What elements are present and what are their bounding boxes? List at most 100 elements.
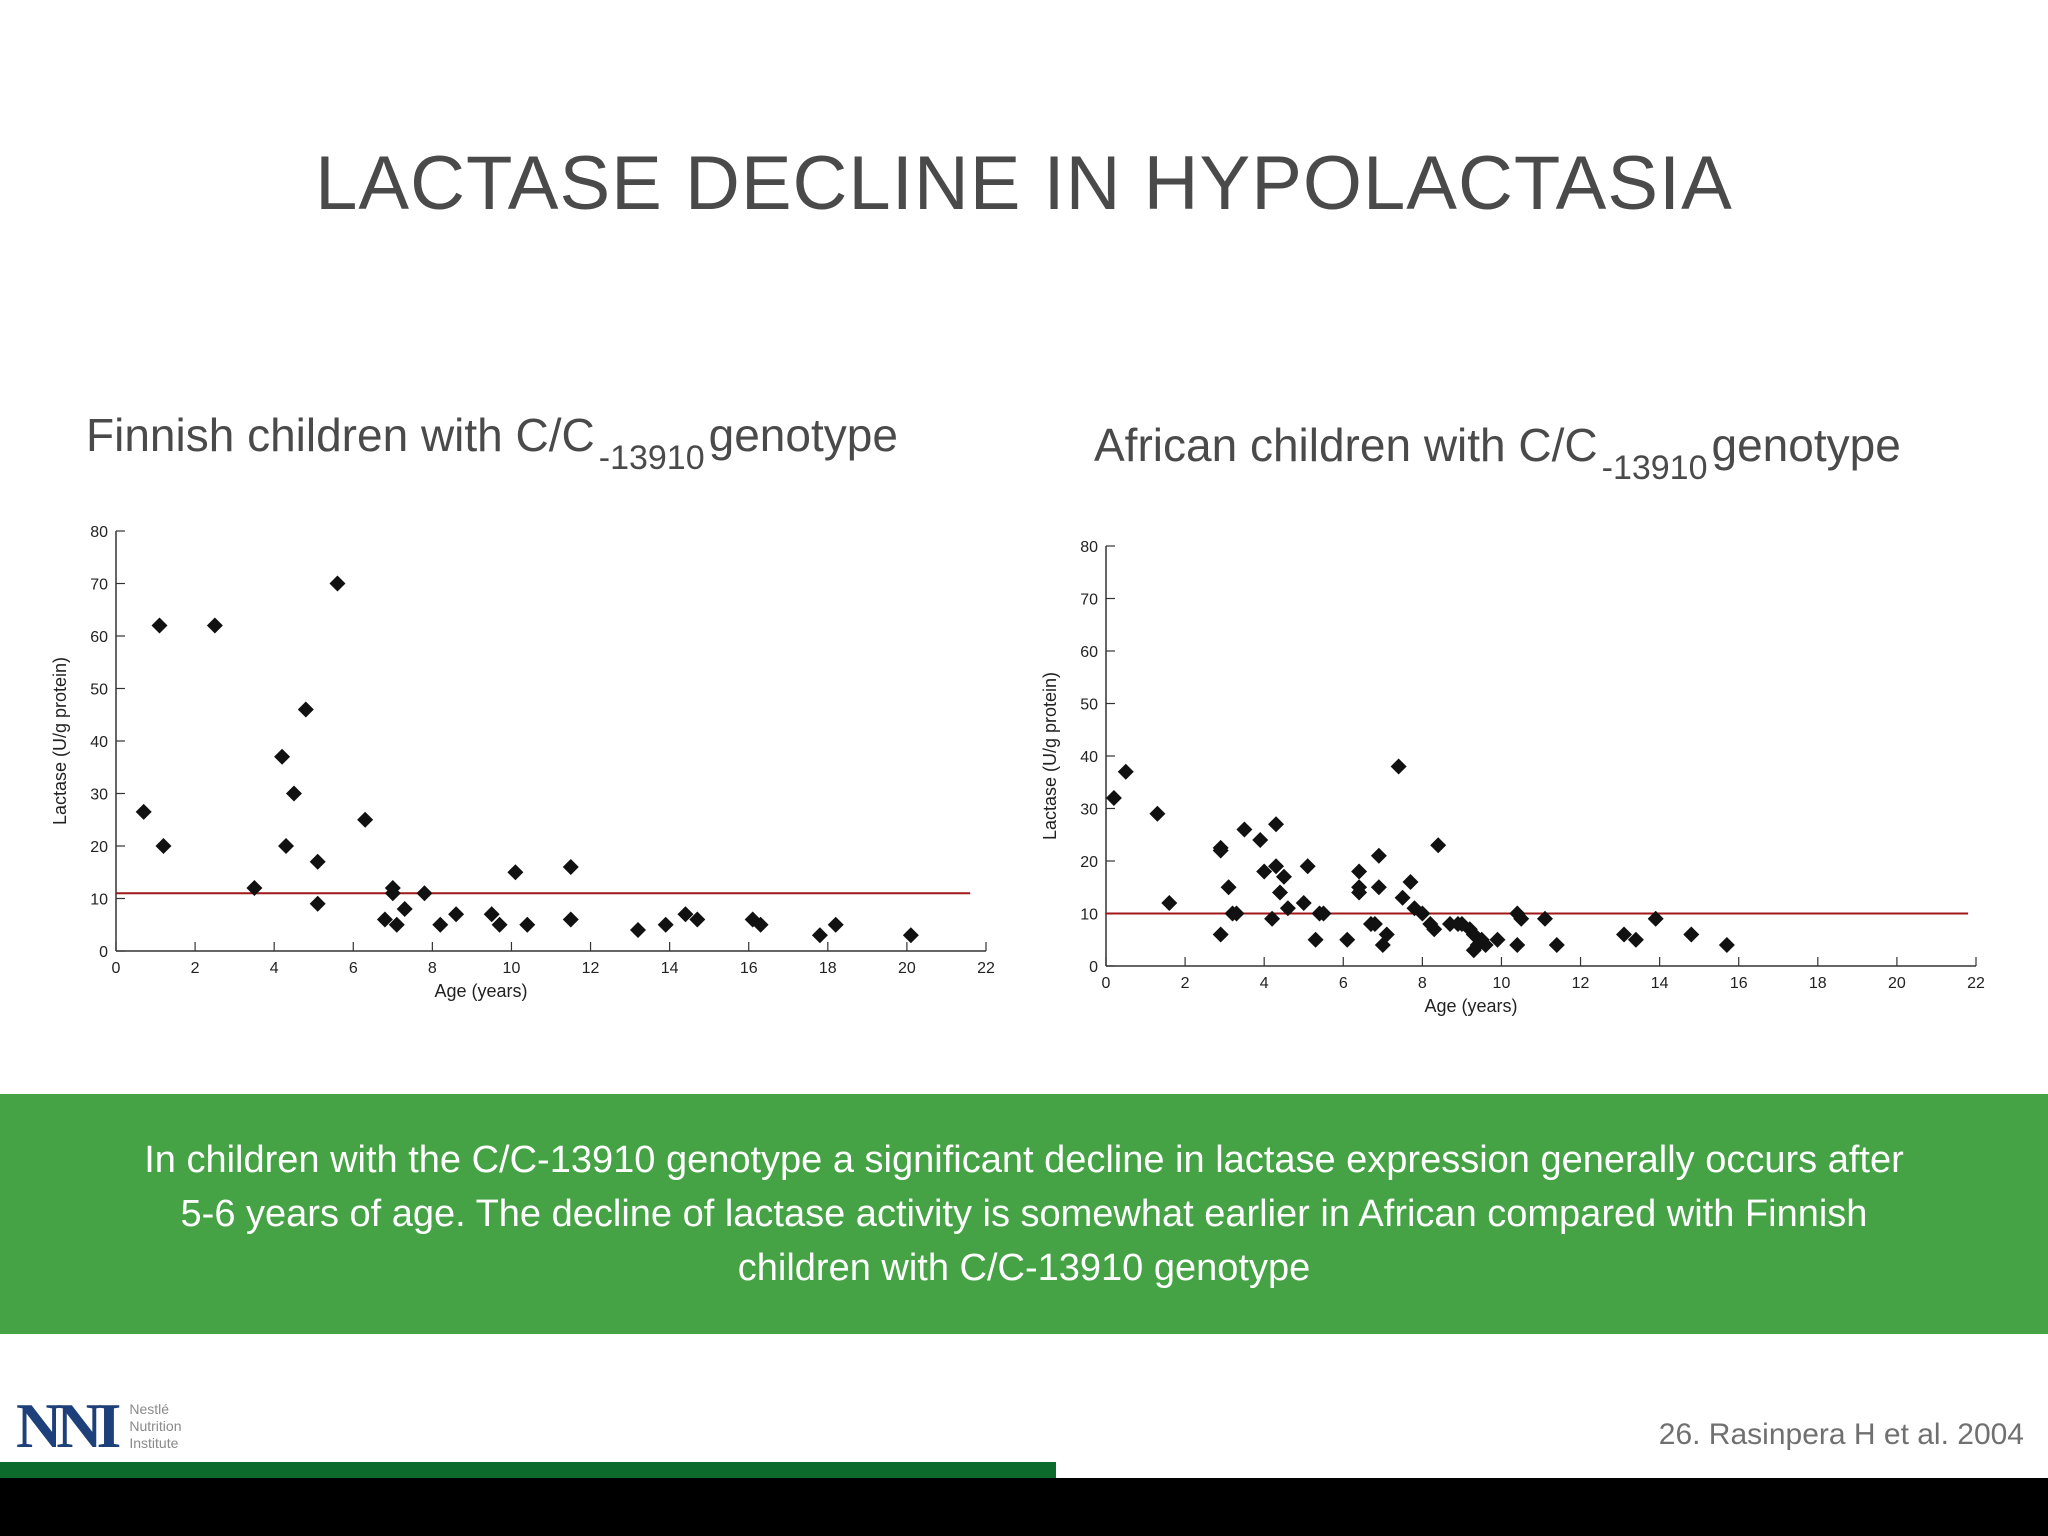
x-tick-label: 0 <box>1102 975 1111 992</box>
footer-green-bar <box>0 1462 1056 1482</box>
x-tick-label: 6 <box>1339 975 1348 992</box>
data-point <box>1366 916 1383 932</box>
data-point <box>1616 926 1633 943</box>
data-point <box>1351 884 1368 901</box>
data-point <box>1402 874 1419 890</box>
x-tick-label: 20 <box>898 960 916 977</box>
data-point <box>1513 910 1530 927</box>
x-tick-label: 14 <box>661 960 679 977</box>
data-point <box>752 916 769 933</box>
subtitle-suffix: genotype <box>708 409 898 461</box>
data-point <box>309 895 326 912</box>
x-tick-label: 12 <box>1572 975 1590 992</box>
data-point <box>562 859 579 875</box>
chart-subtitle-african: African children with C/C -13910genotype <box>1094 418 1901 487</box>
data-point <box>1268 816 1285 833</box>
data-point <box>432 916 449 933</box>
x-tick-label: 18 <box>1809 975 1827 992</box>
data-point <box>1683 926 1700 943</box>
y-tick-label: 0 <box>99 944 108 961</box>
data-point <box>1370 847 1387 864</box>
scatter-chart-african: 0 10 20 30 40 50 60 70 80 0 2 4 6 8 10 12 14 16 18 20 22 Age … <box>1040 539 1985 1016</box>
data-point <box>1394 889 1411 906</box>
data-point <box>274 748 291 765</box>
data-point <box>1477 937 1494 953</box>
data-point <box>1536 910 1553 927</box>
data-point <box>1256 863 1273 880</box>
data-point <box>1339 931 1356 948</box>
y-axis-title: Lactase (U/g protein) <box>50 657 70 825</box>
data-point <box>811 927 828 944</box>
summary-banner: In children with the C/C-13910 genotype … <box>0 1094 2048 1334</box>
y-tick-label: 10 <box>90 892 108 909</box>
data-point <box>416 885 433 902</box>
data-point <box>677 906 694 923</box>
slide-title: LACTASE DECLINE IN HYPOLACTASIA <box>315 141 1733 226</box>
data-point <box>396 901 413 917</box>
data-point <box>1105 790 1122 806</box>
y-tick-label: 50 <box>1080 697 1098 714</box>
x-tick-label: 2 <box>191 960 200 977</box>
y-tick-label: 60 <box>1080 644 1098 661</box>
data-point <box>827 916 844 933</box>
data-point <box>357 811 374 828</box>
nni-logo: NNI Nestlé Nutrition Institute <box>16 1394 181 1458</box>
data-point <box>1390 758 1407 775</box>
x-tick-label: 22 <box>977 960 995 977</box>
subtitle-main-text: Finnish children with C/C <box>86 409 595 461</box>
y-tick-label: 10 <box>1080 907 1098 924</box>
data-point <box>1473 931 1490 948</box>
y-tick-label: 30 <box>1080 802 1098 819</box>
data-point <box>1414 905 1431 922</box>
data-point <box>309 853 326 870</box>
data-point <box>630 922 646 938</box>
data-point <box>388 916 405 933</box>
y-tick-label: 80 <box>1080 539 1098 556</box>
subtitle-suffix: genotype <box>1711 419 1901 471</box>
data-point <box>491 916 508 933</box>
logo-mark: NNI <box>16 1390 121 1461</box>
scatter-chart-finnish: 0 10 20 30 40 50 60 70 80 0 2 4 6 8 10 12 14 16 18 20 22 Age … <box>50 524 995 1001</box>
data-point <box>1275 868 1292 885</box>
data-point <box>657 916 674 933</box>
logo-line-2: Nutrition <box>129 1417 182 1434</box>
x-tick-label: 18 <box>819 960 837 977</box>
data-point <box>1264 910 1281 927</box>
data-point <box>1647 910 1664 927</box>
y-tick-label: 70 <box>90 577 108 594</box>
subtitle-subscript: -13910 <box>1601 449 1708 487</box>
chart-subtitle-finnish: Finnish children with C/C -13910genotype <box>86 408 898 477</box>
citation: 26. Rasinpera H et al. 2004 <box>1658 1418 2024 1451</box>
data-point <box>1228 905 1245 922</box>
subtitle-subscript: -13910 <box>598 439 705 477</box>
y-tick-label: 30 <box>90 787 108 804</box>
x-tick-label: 8 <box>428 960 437 977</box>
x-tick-label: 2 <box>1181 975 1190 992</box>
x-axis-title: Age (years) <box>1424 996 1517 1016</box>
data-point <box>1279 900 1296 917</box>
data-point <box>562 911 579 928</box>
data-point <box>1299 858 1316 875</box>
y-tick-label: 0 <box>1089 959 1098 976</box>
data-point <box>1212 926 1229 943</box>
y-tick-label: 40 <box>1080 749 1098 766</box>
x-tick-label: 22 <box>1967 975 1985 992</box>
summary-text: In children with the C/C-13910 genotype … <box>144 1139 1904 1289</box>
data-point <box>1220 879 1237 896</box>
y-tick-label: 20 <box>1080 854 1098 871</box>
x-tick-label: 14 <box>1651 975 1669 992</box>
data-point <box>1378 926 1395 943</box>
data-point <box>1307 931 1324 948</box>
data-point <box>246 880 263 896</box>
x-tick-label: 6 <box>349 960 358 977</box>
data-point <box>285 785 302 802</box>
x-tick-label: 4 <box>1260 975 1269 992</box>
data-point <box>1212 842 1229 859</box>
data-point <box>1489 931 1506 948</box>
x-tick-label: 8 <box>1418 975 1427 992</box>
data-point <box>135 803 152 820</box>
y-tick-label: 70 <box>1080 592 1098 609</box>
data-point <box>1718 937 1735 953</box>
logo-text: Nestlé Nutrition Institute <box>129 1401 181 1452</box>
x-tick-label: 10 <box>1493 975 1511 992</box>
